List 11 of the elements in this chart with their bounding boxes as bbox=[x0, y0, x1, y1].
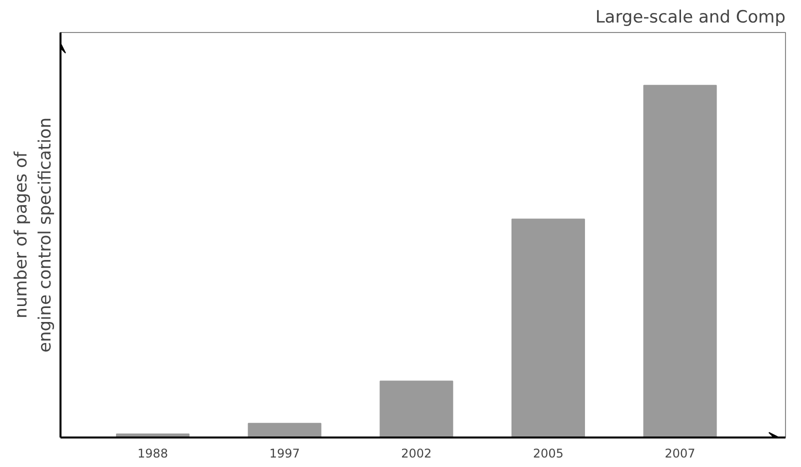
x-tick-label: 2005 bbox=[532, 446, 564, 460]
bar bbox=[511, 218, 585, 438]
bar bbox=[643, 84, 717, 438]
text: Large-scale and Comp bbox=[595, 8, 786, 28]
x-tick-label: 1988 bbox=[138, 446, 168, 460]
x-tick-label: 2007 bbox=[664, 446, 696, 460]
y-axis-title: number of pages of engine control specification bbox=[12, 118, 56, 352]
x-tick-label: 2002 bbox=[401, 446, 432, 460]
bar bbox=[248, 422, 322, 438]
x-tick-label: 1997 bbox=[269, 446, 300, 460]
bar bbox=[380, 380, 454, 438]
